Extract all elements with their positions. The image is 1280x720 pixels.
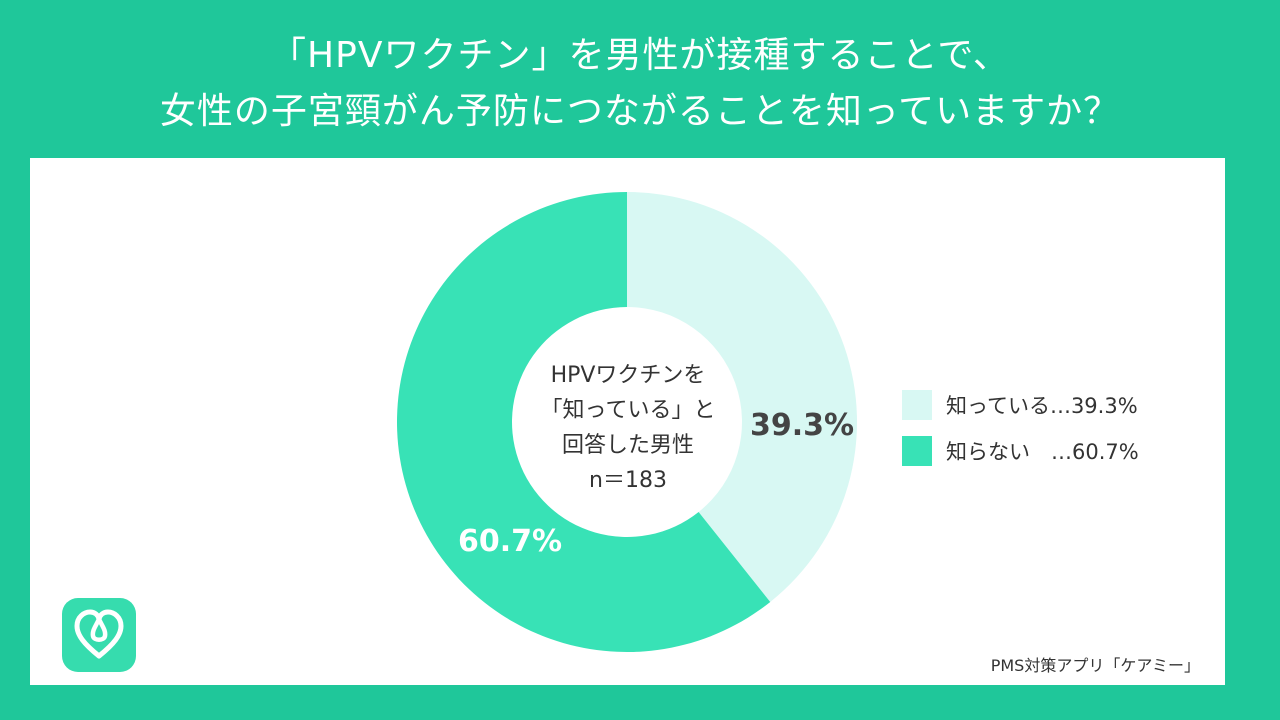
data-label-unknown: 60.7% bbox=[458, 524, 562, 559]
center-line-3: 回答した男性 bbox=[561, 433, 694, 458]
donut-slices bbox=[397, 192, 858, 653]
title-line-1: 「HPVワクチン」を男性が接種することで、 bbox=[270, 35, 1010, 76]
donut-slice-unknown bbox=[397, 192, 771, 653]
legend-swatch-unknown bbox=[902, 436, 932, 466]
legend-item-unknown: 知らない …60.7% bbox=[902, 428, 1139, 474]
chart-title: 「HPVワクチン」を男性が接種することで、 女性の子宮頸がん予防につながることを… bbox=[0, 28, 1280, 140]
legend-label-unknown: 知らない …60.7% bbox=[946, 440, 1139, 464]
data-label-known: 39.3% bbox=[750, 408, 854, 443]
center-line-2: 「知っている」と bbox=[540, 398, 716, 423]
heart-loop-icon bbox=[62, 598, 136, 672]
legend-label-known: 知っている…39.3% bbox=[946, 394, 1138, 418]
center-sample-size: n＝183 bbox=[589, 468, 667, 493]
donut-center-text: HPVワクチンを 「知っている」と 回答した男性 n＝183 bbox=[528, 358, 728, 498]
donut-slice-known bbox=[627, 192, 858, 602]
legend-item-known: 知っている…39.3% bbox=[902, 382, 1139, 428]
source-credit: PMS対策アプリ「ケアミー」 bbox=[990, 656, 1200, 675]
center-line-1: HPVワクチンを bbox=[550, 363, 706, 388]
chart-legend: 知っている…39.3% 知らない …60.7% bbox=[902, 382, 1139, 474]
legend-swatch-known bbox=[902, 390, 932, 420]
title-line-2: 女性の子宮頸がん予防につながることを知っていますか？ bbox=[159, 91, 1121, 132]
